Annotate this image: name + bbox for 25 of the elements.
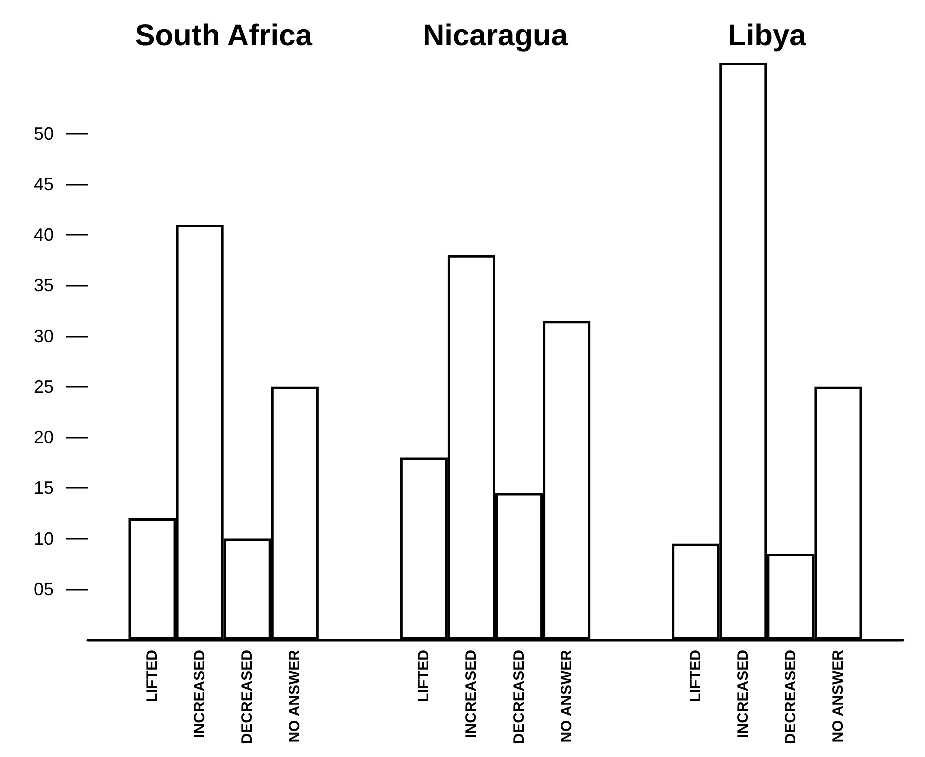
- y-tick-label: 50: [34, 124, 54, 144]
- y-tick-label: 45: [34, 174, 54, 194]
- y-tick-label: 15: [34, 478, 54, 498]
- text: LIFTED: [687, 650, 704, 702]
- text: INCREASED: [463, 650, 480, 738]
- text: NO ANSWER: [558, 650, 576, 743]
- x-tick-label: South Africa: [135, 20, 313, 52]
- y-tick-label: 10: [34, 528, 54, 549]
- text: INCREASED: [192, 650, 209, 738]
- text: LIFTED: [416, 650, 433, 702]
- y-tick-label: 35: [34, 276, 54, 296]
- text: NO ANSWER: [286, 650, 304, 743]
- text: DECREASED: [782, 650, 800, 744]
- y-tick-label: 05: [34, 579, 54, 600]
- text: DECREASED: [239, 650, 256, 744]
- text: LIFTED: [144, 650, 162, 702]
- y-tick-label: 25: [34, 376, 54, 397]
- text: INCREASED: [734, 650, 752, 738]
- text: NO ANSWER: [830, 650, 847, 743]
- y-tick-label: 40: [34, 225, 54, 246]
- x-tick-label: Nicaragua: [422, 20, 568, 52]
- text: DECREASED: [510, 650, 528, 744]
- y-tick-label: 20: [34, 428, 54, 448]
- y-tick-label: 30: [34, 326, 54, 346]
- x-tick-label: Libya: [728, 20, 807, 52]
